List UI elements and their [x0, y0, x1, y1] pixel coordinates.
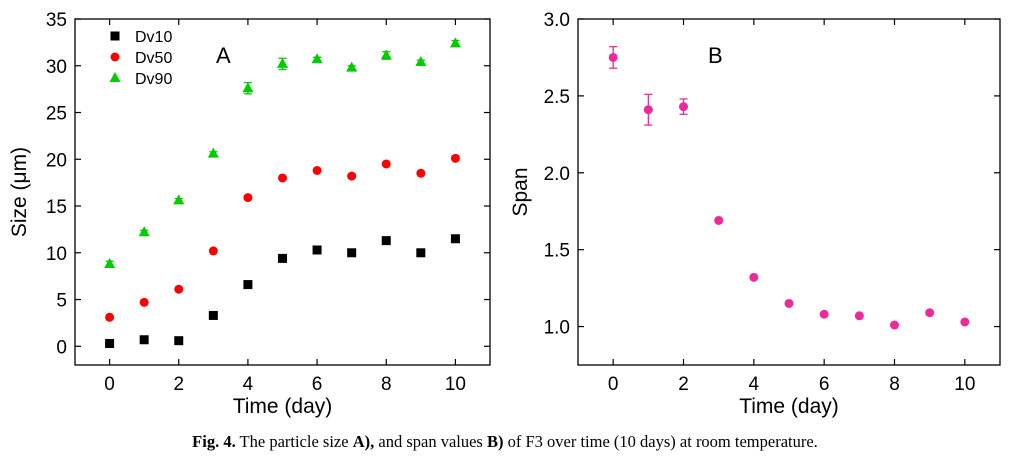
data-point — [679, 102, 688, 112]
data-point — [608, 52, 618, 62]
x-tick-label: 10 — [954, 374, 975, 395]
x-axis-title: Time (day) — [739, 395, 839, 418]
data-point — [449, 37, 461, 48]
caption-bold-b: B) — [486, 432, 504, 451]
y-tick-label: 5 — [56, 291, 67, 312]
legend-marker — [109, 72, 121, 82]
data-point — [242, 82, 254, 93]
data-point — [890, 320, 899, 330]
caption-text-3: of F3 over time (10 days) at room temper… — [503, 432, 818, 451]
data-point — [960, 317, 970, 327]
data-point — [208, 246, 218, 256]
legend-label: Dv90 — [135, 71, 172, 88]
y-tick-label: 10 — [46, 244, 67, 265]
data-point — [381, 159, 391, 169]
x-tick-label: 2 — [173, 374, 184, 395]
caption-bold-a: A), — [352, 432, 375, 451]
data-point — [174, 336, 184, 346]
data-point — [312, 245, 322, 255]
legend-marker — [110, 52, 120, 62]
y-tick-label: 20 — [46, 150, 67, 171]
data-point — [278, 173, 287, 183]
data-point — [105, 312, 115, 322]
data-point — [380, 49, 392, 60]
caption-text-1: The particle size — [235, 432, 353, 451]
data-point — [207, 147, 219, 158]
data-point — [416, 168, 426, 178]
y-tick-label: 25 — [46, 104, 67, 125]
plot-frame — [74, 18, 491, 366]
y-tick-label: 0 — [56, 337, 67, 358]
data-point — [104, 258, 116, 269]
data-point — [347, 248, 357, 258]
y-tick-label: 1.0 — [544, 318, 570, 339]
y-tick-label: 30 — [46, 57, 67, 78]
y-tick-label: 2.5 — [544, 87, 570, 108]
x-tick-label: 8 — [889, 374, 900, 395]
x-tick-label: 2 — [678, 374, 689, 395]
y-axis-title: Span — [509, 167, 532, 216]
legend-label: Dv50 — [135, 50, 172, 67]
legend-marker — [110, 31, 120, 41]
panel-b-span-chart: 0 2 4 6 8 10 1.0 1.5 2.0 2.5 3.0 Time (day) Span B — [509, 10, 1001, 418]
y-tick-label: 35 — [46, 10, 67, 31]
data-point — [450, 234, 460, 244]
data-point — [347, 171, 357, 181]
x-axis-title: Time (day) — [233, 395, 333, 418]
x-tick-label: 6 — [819, 374, 830, 395]
data-point — [173, 194, 185, 205]
x-tick-label: 10 — [445, 374, 466, 395]
data-point — [643, 105, 653, 115]
x-tick-label: 4 — [749, 374, 760, 395]
data-point — [311, 53, 323, 64]
caption-prefix: Fig. 4. — [192, 432, 236, 451]
data-point — [854, 311, 864, 321]
data-point — [415, 56, 427, 67]
x-tick-label: 6 — [312, 374, 323, 395]
data-point — [174, 284, 184, 294]
data-point — [714, 215, 724, 225]
x-tick-label: 0 — [608, 374, 619, 395]
y-tick-label: 3.0 — [544, 10, 570, 31]
y-tick-label: 15 — [46, 197, 67, 218]
legend-label: Dv10 — [135, 29, 172, 46]
data-point — [208, 310, 218, 320]
data-point — [139, 297, 149, 307]
panel-letter: A — [216, 43, 231, 68]
data-point — [243, 280, 253, 290]
data-point — [416, 248, 426, 258]
panel-letter: B — [708, 43, 723, 68]
y-tick-label: 2.0 — [544, 164, 570, 185]
x-tick-label: 0 — [104, 374, 115, 395]
data-point — [105, 338, 115, 348]
data-point — [819, 309, 829, 319]
y-tick-label: 1.5 — [544, 241, 570, 262]
figure-caption: Fig. 4. The particle size A), and span v… — [0, 432, 1010, 452]
panel-a-size-chart: 0 2 4 6 8 10 0 5 10 15 20 25 30 35 Time (day) Size (μm)… — [8, 10, 491, 418]
data-point — [346, 61, 358, 72]
data-point — [138, 226, 150, 237]
plot-frame — [577, 18, 1001, 366]
data-point — [784, 298, 794, 308]
data-point — [381, 236, 391, 246]
data-point — [139, 335, 149, 345]
y-axis-title: Size (μm) — [8, 147, 31, 237]
data-point — [243, 193, 253, 203]
x-tick-label: 8 — [381, 374, 392, 395]
data-point — [312, 165, 322, 175]
data-point — [277, 57, 288, 68]
data-point — [749, 272, 759, 282]
data-point — [450, 153, 460, 163]
data-point — [278, 253, 287, 263]
data-point — [925, 308, 935, 318]
caption-text-2: and span values — [374, 432, 487, 451]
x-tick-label: 4 — [243, 374, 254, 395]
